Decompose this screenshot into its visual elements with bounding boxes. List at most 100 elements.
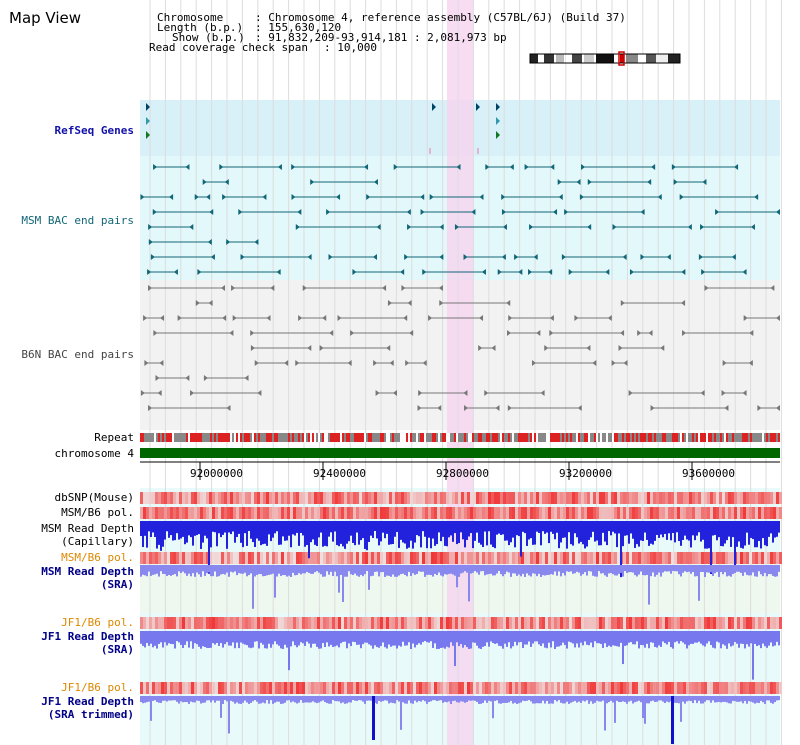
read-depth-bar [586,696,588,701]
read-depth-bar [406,631,408,646]
repeat-segment [520,433,522,442]
polymorphism-heat-cell [413,492,416,504]
track-label-msm-pol-1[interactable]: MSM/B6 pol. [61,506,134,519]
ideogram-band [638,54,646,63]
polymorphism-heat-cell [218,492,221,504]
polymorphism-heat-cell [506,492,509,504]
track-label-jf1-depth[interactable]: JF1 Read Depth [41,630,134,643]
polymorphism-heat-cell [602,552,605,564]
read-depth-bar [204,565,206,576]
track-label-jf1-trim[interactable]: JF1 Read Depth [41,695,134,708]
read-depth-bar [528,565,530,576]
read-depth-bar [310,565,312,574]
polymorphism-heat-cell [749,682,752,694]
read-depth-bar [288,696,290,701]
read-depth-bar [208,565,210,573]
polymorphism-heat-cell [476,682,479,694]
read-depth-bar [144,631,146,648]
read-depth-bar [390,696,392,703]
bac-end-marker [219,164,224,170]
ideogram-band [530,54,538,63]
read-depth-bar [468,521,470,537]
read-depth-bar [274,565,276,598]
track-label-jf1-pol-2[interactable]: JF1/B6 pol. [61,681,134,694]
polymorphism-heat-cell [620,492,623,504]
repeat-segment [692,433,694,442]
track-label-chromosome[interactable]: chromosome 4 [54,447,134,460]
polymorphism-heat-cell [629,617,632,629]
polymorphism-heat-cell [605,682,608,694]
polymorphism-heat-cell [251,507,254,519]
bac-end-marker [393,164,398,170]
polymorphism-heat-cell [467,552,470,564]
read-depth-bar [428,631,430,643]
polymorphism-heat-cell [278,552,281,564]
track-label-dbsnp[interactable]: dbSNP(Mouse) [54,491,134,504]
read-depth-bar [750,565,752,576]
read-depth-bar [282,631,284,649]
track-label-msm-bac[interactable]: MSM BAC end pairs [21,214,134,227]
track-label-msm-pol-2[interactable]: MSM/B6 pol. [61,551,134,564]
track-label-b6n-bac[interactable]: B6N BAC end pairs [21,348,134,361]
read-depth-bar [316,631,318,647]
polymorphism-heat-cell [779,617,782,629]
read-depth-bar [268,696,270,704]
polymorphism-heat-cell [527,682,530,694]
polymorphism-heat-cell [746,682,749,694]
polymorphism-heat-cell [530,492,533,504]
bac-end-marker [310,179,315,185]
repeat-segment [716,433,718,442]
polymorphism-heat-cell [647,552,650,564]
polymorphism-heat-cell [584,552,587,564]
polymorphism-heat-cell [317,682,320,694]
read-depth-bar [772,696,774,704]
read-depth-bar [466,696,468,702]
track-label-msm-depth-sra[interactable]: MSM Read Depth [41,565,134,578]
read-depth-bar [152,521,154,533]
polymorphism-heat-cell [530,682,533,694]
repeat-segment [736,433,738,442]
read-depth-bar [554,696,556,701]
polymorphism-heat-cell [557,507,560,519]
repeat-segment [634,433,636,442]
read-depth-bar [154,631,156,646]
read-depth-bar [300,696,302,701]
track-label-repeat[interactable]: Repeat [94,431,134,444]
polymorphism-heat-cell [149,507,152,519]
polymorphism-heat-cell [290,492,293,504]
read-depth-bar [662,631,664,642]
polymorphism-heat-cell [575,682,578,694]
read-depth-bar [748,521,750,545]
track-label-msm-depth-cap[interactable]: MSM Read Depth [41,522,134,535]
polymorphism-heat-cell [539,492,542,504]
track-label-jf1-pol-1[interactable]: JF1/B6 pol. [61,616,134,629]
track-label-refseq[interactable]: RefSeq Genes [54,124,134,137]
read-depth-bar [426,631,428,643]
page-title: Map View [9,9,82,27]
read-depth-bar [548,565,550,575]
read-depth-bar [658,696,660,701]
polymorphism-heat-cell [701,552,704,564]
polymorphism-heat-cell [659,617,662,629]
bac-end-marker [561,254,566,260]
polymorphism-heat-cell [320,617,323,629]
bac-end-marker [221,285,226,291]
repeat-segment [278,433,280,442]
repeat-segment [182,433,184,442]
polymorphism-heat-cell [749,617,752,629]
polymorphism-heat-cell [167,552,170,564]
bac-end-marker [704,285,709,291]
read-depth-bar [478,696,480,704]
polymorphism-heat-cell [377,617,380,629]
read-depth-bar [634,521,636,548]
repeat-segment [726,433,728,442]
read-depth-bar [438,696,440,701]
read-depth-bar [588,631,590,646]
read-depth-bar [484,631,486,647]
read-depth-bar [596,631,598,644]
read-depth-bar [626,565,628,573]
bac-end-marker [153,330,158,336]
read-depth-bar [286,631,288,648]
polymorphism-heat-cell [140,492,143,504]
